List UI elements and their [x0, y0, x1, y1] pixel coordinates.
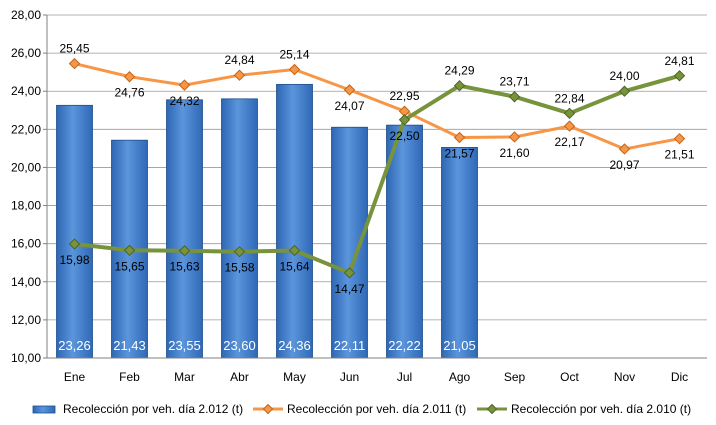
point-label: 24,76 — [114, 86, 144, 100]
x-tick-label: Nov — [614, 370, 635, 384]
bar-label: 23,26 — [58, 338, 91, 353]
point-label: 21,60 — [499, 146, 529, 160]
y-tick-label: 28,00 — [11, 8, 41, 22]
y-tick-label: 16,00 — [11, 237, 41, 251]
data-point — [508, 91, 521, 103]
point-label: 24,00 — [609, 69, 639, 83]
legend-marker — [262, 403, 274, 415]
x-tick-label: Jul — [397, 370, 412, 384]
point-label: 22,50 — [389, 129, 419, 143]
series-line — [74, 73, 681, 275]
data-point — [68, 238, 81, 250]
data-point — [508, 131, 521, 143]
x-tick-label: Feb — [119, 370, 140, 384]
point-label: 24,81 — [664, 54, 694, 68]
point-label: 15,98 — [59, 253, 89, 267]
bar-label: 22,22 — [388, 338, 421, 353]
point-label: 21,51 — [664, 148, 694, 162]
y-tick-label: 22,00 — [11, 122, 41, 136]
point-label: 22,95 — [389, 89, 419, 103]
data-point — [563, 107, 576, 120]
point-label: 20,97 — [609, 158, 639, 172]
bar — [56, 104, 93, 359]
data-point — [68, 57, 81, 70]
x-tick-label: Mar — [174, 370, 195, 384]
data-point — [618, 85, 631, 97]
data-point — [123, 71, 136, 83]
data-point — [673, 132, 686, 145]
point-label: 21,57 — [444, 147, 474, 161]
data-point — [178, 245, 191, 257]
x-tick-label: May — [283, 370, 306, 384]
data-point — [288, 63, 301, 76]
data-point — [343, 84, 356, 96]
legend-swatch — [32, 405, 56, 414]
bar — [166, 99, 203, 359]
bar-label: 22,11 — [334, 338, 366, 353]
bar — [441, 147, 478, 359]
point-label: 24,84 — [224, 53, 254, 67]
bar-label: 24,36 — [278, 338, 311, 353]
y-tick-label: 12,00 — [11, 313, 41, 327]
data-point — [618, 143, 631, 155]
point-label: 24,29 — [444, 64, 474, 78]
y-tick-label: 18,00 — [11, 199, 41, 213]
point-label: 15,63 — [169, 260, 199, 274]
x-tick-label: Abr — [230, 370, 249, 384]
data-point — [123, 244, 136, 257]
y-tick-label: 10,00 — [11, 351, 41, 365]
y-tick-label: 14,00 — [11, 275, 41, 289]
point-label: 23,71 — [499, 75, 529, 89]
bar-label: 23,60 — [223, 338, 256, 353]
data-point — [178, 79, 191, 91]
point-label: 24,32 — [169, 94, 199, 108]
x-tick-label: Ene — [64, 370, 86, 384]
legend-label: Recolección por veh. día 2.012 (t) — [63, 402, 243, 416]
point-label: 24,07 — [334, 99, 364, 113]
point-label: 14,47 — [334, 282, 364, 296]
point-label: 25,14 — [279, 47, 309, 61]
data-point — [233, 245, 246, 258]
bar-label: 21,43 — [113, 338, 146, 353]
data-point — [233, 69, 246, 81]
y-tick-label: 24,00 — [11, 84, 41, 98]
point-label: 22,17 — [554, 135, 584, 149]
x-tick-label: Dic — [671, 370, 688, 384]
data-point — [453, 131, 466, 144]
legend-marker — [486, 403, 498, 415]
data-point — [453, 79, 466, 92]
data-point — [288, 244, 301, 257]
x-tick-label: Sep — [504, 370, 526, 384]
bar-label: 23,55 — [168, 338, 201, 353]
data-point — [563, 120, 576, 132]
x-tick-label: Ago — [449, 370, 471, 384]
legend-label: Recolección por veh. día 2.010 (t) — [511, 402, 691, 416]
point-label: 25,45 — [59, 42, 89, 56]
x-tick-label: Oct — [560, 370, 579, 384]
legend-label: Recolección por veh. día 2.011 (t) — [287, 402, 466, 416]
point-label: 15,65 — [114, 259, 144, 273]
point-label: 22,84 — [554, 91, 584, 105]
y-tick-label: 26,00 — [11, 46, 41, 60]
point-label: 15,58 — [224, 261, 254, 275]
series-line — [74, 62, 680, 151]
point-label: 15,64 — [279, 260, 309, 274]
bar — [221, 98, 258, 359]
bar — [276, 83, 313, 359]
bar-label: 21,05 — [443, 338, 476, 353]
x-tick-label: Jun — [340, 370, 359, 384]
data-point — [673, 70, 686, 82]
y-tick-label: 20,00 — [11, 160, 41, 174]
data-point — [398, 114, 411, 126]
data-point — [343, 267, 356, 279]
